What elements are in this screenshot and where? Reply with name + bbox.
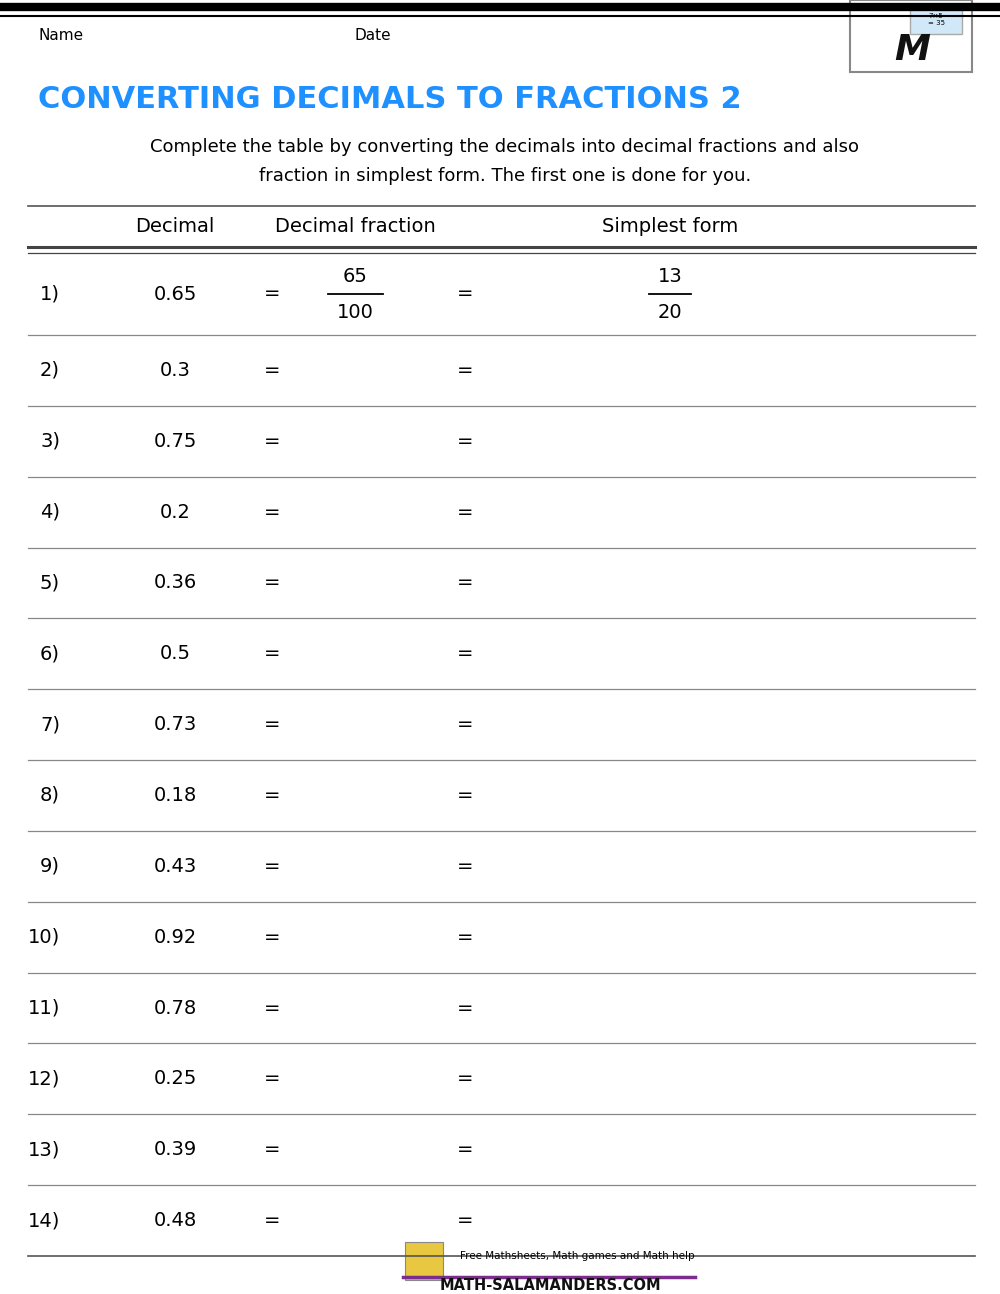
Text: =: =: [264, 999, 280, 1017]
Text: 9): 9): [40, 857, 60, 876]
Text: 2): 2): [40, 361, 60, 380]
Text: =: =: [264, 285, 280, 304]
Text: =: =: [264, 857, 280, 876]
Text: 65: 65: [343, 267, 367, 286]
Text: 7×5
= 35: 7×5 = 35: [928, 13, 944, 26]
Text: Decimal: Decimal: [135, 216, 215, 236]
Text: 10): 10): [28, 928, 60, 947]
Text: 0.65: 0.65: [153, 285, 197, 304]
Text: 13: 13: [658, 267, 682, 286]
Text: =: =: [264, 432, 280, 450]
Text: =: =: [264, 644, 280, 664]
Text: Free Mathsheets, Math games and Math help: Free Mathsheets, Math games and Math hel…: [460, 1251, 695, 1260]
Text: =: =: [457, 432, 473, 450]
Text: Complete the table by converting the decimals into decimal fractions and also: Complete the table by converting the dec…: [150, 138, 860, 157]
Text: =: =: [457, 573, 473, 593]
Text: 1): 1): [40, 285, 60, 304]
Text: 4): 4): [40, 502, 60, 521]
Text: 0.3: 0.3: [160, 361, 190, 380]
Text: =: =: [264, 1069, 280, 1088]
Text: 0.39: 0.39: [153, 1140, 197, 1159]
Text: =: =: [264, 573, 280, 593]
Text: =: =: [264, 1211, 280, 1231]
Text: 0.73: 0.73: [153, 716, 197, 734]
Bar: [850, 0, 972, 72]
Text: 0.78: 0.78: [153, 999, 197, 1017]
Text: 0.2: 0.2: [160, 502, 190, 521]
Text: 5): 5): [40, 573, 60, 593]
Text: =: =: [264, 361, 280, 380]
Text: 0.25: 0.25: [153, 1069, 197, 1088]
Text: =: =: [457, 285, 473, 304]
Bar: [910, 6, 962, 34]
Text: =: =: [457, 502, 473, 521]
Text: MATH-SALAMANDERS.COM: MATH-SALAMANDERS.COM: [439, 1277, 661, 1293]
Text: 0.18: 0.18: [153, 785, 197, 805]
Text: 7): 7): [40, 716, 60, 734]
Text: 0.48: 0.48: [153, 1211, 197, 1231]
Text: 0.5: 0.5: [160, 644, 190, 664]
Bar: [405, 1242, 443, 1280]
Text: =: =: [264, 785, 280, 805]
Text: =: =: [457, 857, 473, 876]
Text: M: M: [894, 34, 930, 67]
Text: Simplest form: Simplest form: [602, 216, 738, 236]
Text: =: =: [457, 999, 473, 1017]
Text: =: =: [264, 716, 280, 734]
Text: =: =: [264, 1140, 280, 1159]
Text: 12): 12): [28, 1069, 60, 1088]
Text: =: =: [264, 502, 280, 521]
Text: =: =: [264, 928, 280, 947]
Text: fraction in simplest form. The first one is done for you.: fraction in simplest form. The first one…: [259, 167, 751, 185]
Text: 0.36: 0.36: [153, 573, 197, 593]
Text: 11): 11): [28, 999, 60, 1017]
Text: 0.43: 0.43: [153, 857, 197, 876]
Text: =: =: [457, 361, 473, 380]
Text: 0.75: 0.75: [153, 432, 197, 450]
Text: Name: Name: [38, 28, 83, 44]
Text: 13): 13): [28, 1140, 60, 1159]
Text: 0.92: 0.92: [153, 928, 197, 947]
Text: CONVERTING DECIMALS TO FRACTIONS 2: CONVERTING DECIMALS TO FRACTIONS 2: [38, 84, 742, 114]
Text: =: =: [457, 785, 473, 805]
Text: 6): 6): [40, 644, 60, 664]
Text: 20: 20: [658, 303, 682, 321]
Text: =: =: [457, 716, 473, 734]
Text: Date: Date: [355, 28, 392, 44]
Text: 100: 100: [337, 303, 373, 321]
Text: 8): 8): [40, 785, 60, 805]
Text: Decimal fraction: Decimal fraction: [275, 216, 435, 236]
Text: =: =: [457, 928, 473, 947]
Text: 14): 14): [28, 1211, 60, 1231]
Text: =: =: [457, 1211, 473, 1231]
Text: =: =: [457, 644, 473, 664]
Text: 3): 3): [40, 432, 60, 450]
Text: =: =: [457, 1140, 473, 1159]
Text: =: =: [457, 1069, 473, 1088]
